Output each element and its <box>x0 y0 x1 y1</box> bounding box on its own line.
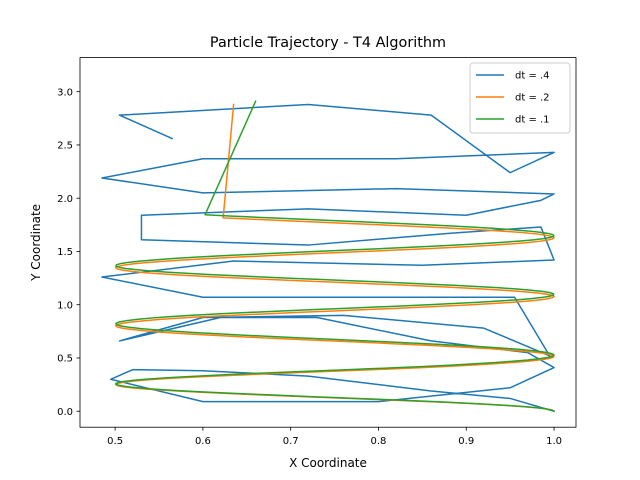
y-tick-label: 1.0 <box>57 300 73 311</box>
y-tick-label: 2.0 <box>57 194 73 205</box>
chart-title: Particle Trajectory - T4 Algorithm <box>210 35 446 51</box>
y-axis: 0.0 0.5 1.0 1.5 2.0 2.5 3.0 <box>57 87 80 418</box>
y-tick-label: 0.5 <box>57 354 73 365</box>
plot-area-frame <box>79 57 577 428</box>
y-tick-label: 3.0 <box>57 87 73 98</box>
y-tick-label: 0.0 <box>57 407 73 418</box>
x-tick-label: 0.9 <box>458 436 474 447</box>
legend: dt = .4 dt = .2 dt = .1 <box>469 62 571 134</box>
y-tick-label: 1.5 <box>57 247 73 258</box>
series-layer <box>101 100 556 413</box>
legend-label-3: dt = .1 <box>515 115 550 126</box>
x-axis-label: X Coordinate <box>289 456 367 470</box>
x-tick-label: 0.8 <box>371 436 387 447</box>
legend-box <box>469 62 571 134</box>
legend-label-2: dt = .2 <box>515 93 550 104</box>
legend-label-1: dt = .4 <box>515 71 550 82</box>
y-axis-label: Y Coordinate <box>29 204 43 282</box>
series-line-3 <box>114 100 556 413</box>
x-tick-label: 0.6 <box>195 436 211 447</box>
y-tick-label: 2.5 <box>57 141 73 152</box>
x-tick-label: 0.7 <box>283 436 299 447</box>
x-tick-label: 1.0 <box>546 436 562 447</box>
x-tick-label: 0.5 <box>107 436 123 447</box>
x-axis: 0.5 0.6 0.7 0.8 0.9 1.0 <box>107 427 562 447</box>
series-line-1 <box>101 103 555 413</box>
